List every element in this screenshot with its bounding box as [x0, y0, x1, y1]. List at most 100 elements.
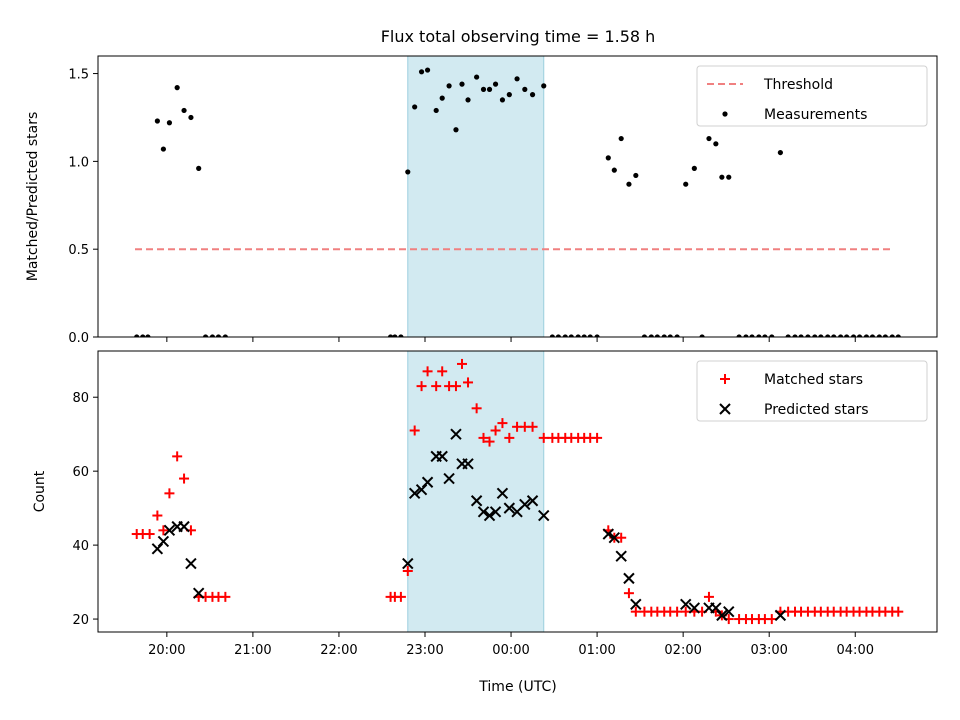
predicted-stars-point — [157, 535, 170, 548]
predicted-stars-point — [526, 495, 539, 507]
measurements-point — [202, 334, 209, 337]
count-legend-box — [696, 360, 928, 422]
measurements-point — [453, 127, 459, 133]
measurements-point — [405, 169, 411, 175]
measurements-point — [777, 149, 783, 156]
predicted-stars-point — [421, 476, 434, 488]
predicted-stars-point — [450, 428, 462, 440]
matched-stars-point — [592, 432, 603, 443]
measurements-point — [699, 334, 705, 337]
predicted-stars-point — [688, 602, 701, 614]
matched-stars-point — [456, 358, 467, 369]
count-axes-frame — [97, 350, 938, 633]
measurements-point — [895, 334, 901, 337]
chart-title: Flux total observing time = 1.58 h — [381, 27, 656, 46]
measurements-point — [749, 334, 755, 337]
measurements-point — [465, 97, 471, 103]
measurements-point — [743, 334, 749, 337]
measurements-point — [196, 165, 202, 171]
measurements-point — [792, 334, 798, 337]
matched-stars-point — [893, 606, 904, 617]
x-axis-label: Time (UTC) — [478, 679, 556, 695]
x-tick-label: 21:00 — [234, 643, 271, 658]
predicted-stars-point — [774, 609, 787, 622]
predicted-stars-legend-label: Predicted stars — [764, 402, 869, 418]
measurements-point — [626, 181, 632, 187]
ratio-y-axis-label: Matched/Predicted stars — [25, 112, 41, 282]
matched-stars-point — [484, 436, 495, 447]
matched-stars-point — [497, 418, 508, 429]
ratio-y-tick-label: 1.5 — [68, 68, 89, 83]
ratio-y-tick-label: 1.0 — [68, 155, 89, 170]
measurements-point — [480, 86, 487, 92]
x-tick-label: 04:00 — [837, 643, 874, 658]
measurements-point — [713, 141, 719, 147]
measurements-point — [805, 334, 811, 337]
x-tick-label: 03:00 — [750, 643, 787, 658]
predicted-stars-legend-swatch — [719, 403, 731, 415]
measurements-point — [549, 334, 555, 337]
predicted-stars-point — [470, 495, 483, 507]
measurements-point — [762, 334, 768, 337]
matched-stars-point — [431, 381, 442, 392]
measurements-point — [568, 334, 574, 337]
measurements-point — [869, 334, 876, 337]
measurements-point — [459, 81, 465, 87]
matched-stars-point — [616, 532, 627, 543]
predicted-stars-point — [402, 557, 414, 570]
measurements-point — [844, 334, 850, 337]
matched-stars-point — [450, 381, 461, 392]
matched-stars-point — [158, 525, 169, 536]
measurements-point — [387, 334, 394, 337]
x-tick-label: 02:00 — [664, 643, 701, 658]
measurements-point — [166, 120, 173, 126]
predicted-stars-point — [192, 587, 205, 599]
measurements-point — [856, 334, 863, 337]
predicted-stars-point — [623, 572, 635, 585]
measurements-point — [812, 334, 818, 337]
measurements-point — [486, 86, 493, 92]
matched-stars-point — [478, 432, 489, 443]
x-tick-label: 20:00 — [148, 643, 185, 658]
matched-stars-point — [527, 421, 538, 432]
ratio-shaded-interval — [407, 55, 545, 338]
measurements-point — [661, 334, 667, 337]
measurements-point — [499, 97, 506, 103]
measurements-point — [433, 107, 439, 114]
x-tick-label: 00:00 — [492, 643, 529, 658]
matched-stars-point — [504, 432, 515, 443]
measurements-point — [641, 334, 648, 337]
predicted-stars-point — [602, 528, 614, 540]
measurements-point — [575, 334, 581, 337]
measurements-point — [831, 334, 837, 337]
count-legend: Matched stars Predicted stars — [696, 360, 928, 422]
measurements-point — [506, 92, 512, 98]
measurements-point — [719, 174, 725, 180]
matched-stars-legend-label: Matched stars — [764, 372, 863, 388]
predicted-stars-point — [496, 487, 509, 500]
measurements-point — [160, 146, 166, 152]
measurements-point — [618, 135, 624, 142]
measurements-point — [398, 334, 404, 337]
measurements-point — [140, 334, 146, 337]
matched-stars-point — [538, 432, 549, 443]
predicted-stars-point — [483, 509, 496, 522]
predicted-stars-point — [408, 487, 421, 500]
measurements-legend-swatch — [722, 111, 728, 117]
matched-stars-point — [172, 451, 183, 462]
measurements-point — [492, 81, 499, 87]
measurements-point — [446, 83, 452, 89]
matched-stars-point — [144, 529, 155, 540]
matched-stars-point — [463, 377, 474, 388]
predicted-stars-point — [178, 520, 190, 533]
predicted-stars-point — [723, 605, 735, 618]
measurements-point — [222, 334, 228, 337]
matched-stars-point — [422, 366, 433, 377]
measurements-point — [581, 334, 587, 337]
matched-stars-point — [680, 606, 691, 617]
measurements-point — [541, 83, 547, 89]
matched-stars-point — [416, 381, 427, 392]
predicted-stars-point — [630, 598, 642, 610]
measurements-point — [145, 334, 151, 337]
matched-stars-legend-swatch — [720, 374, 730, 384]
